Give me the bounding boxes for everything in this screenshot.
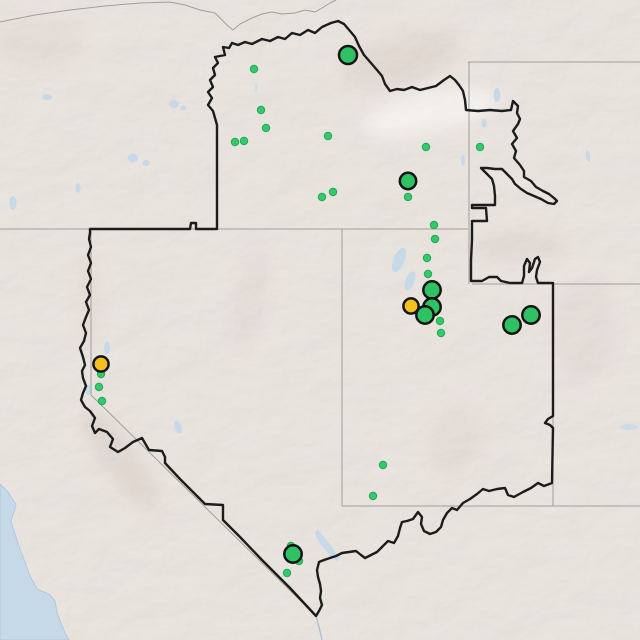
lake — [585, 150, 591, 162]
state-border-or-wa — [0, 0, 337, 31]
marker-small[interactable] — [368, 491, 378, 501]
marker-small[interactable] — [261, 123, 271, 133]
marker-small[interactable] — [423, 269, 433, 279]
marker-small[interactable] — [97, 396, 107, 406]
marker-small[interactable] — [94, 382, 104, 392]
marker-large-yellow[interactable] — [402, 297, 420, 315]
lake — [254, 82, 258, 94]
lake — [9, 196, 17, 210]
bear-lake — [493, 88, 501, 102]
lake-mead — [315, 530, 337, 558]
lake — [142, 160, 150, 166]
marker-small[interactable] — [422, 253, 432, 263]
marker-small[interactable] — [282, 568, 292, 578]
lake — [42, 94, 52, 100]
marker-small[interactable] — [421, 142, 431, 152]
marker-large-green[interactable] — [521, 305, 541, 325]
region-boundary — [78, 19, 559, 618]
lake — [620, 424, 638, 430]
marker-small[interactable] — [475, 142, 485, 152]
marker-small[interactable] — [256, 105, 266, 115]
marker-large-green[interactable] — [283, 544, 303, 564]
marker-small[interactable] — [323, 131, 333, 141]
marker-large-green[interactable] — [502, 315, 522, 335]
marker-large-yellow[interactable] — [92, 355, 110, 373]
lake — [481, 118, 487, 128]
pacific-ocean — [0, 483, 70, 640]
marker-small[interactable] — [328, 187, 338, 197]
lake — [75, 183, 81, 193]
state-border-ca-nv — [90, 229, 317, 617]
markers-layer — [92, 44, 541, 578]
colorado-river — [315, 615, 323, 640]
marker-small[interactable] — [239, 136, 249, 146]
marker-small[interactable] — [403, 192, 413, 202]
marker-small[interactable] — [317, 192, 327, 202]
marker-small[interactable] — [435, 316, 445, 326]
lake — [169, 100, 179, 108]
marker-small[interactable] — [230, 137, 240, 147]
lakes — [9, 82, 638, 561]
pyramid-lake — [104, 341, 110, 355]
terrain-tints — [0, 19, 617, 512]
lake — [112, 457, 116, 461]
marker-large-green[interactable] — [337, 44, 359, 66]
lake — [180, 105, 186, 111]
marker-small[interactable] — [430, 234, 440, 244]
marker-large-green[interactable] — [398, 171, 418, 191]
marker-small[interactable] — [436, 328, 446, 338]
great-salt-lake-south — [404, 271, 416, 291]
lake — [128, 153, 138, 163]
marker-small[interactable] — [378, 460, 388, 470]
great-salt-lake — [391, 247, 407, 273]
lake — [461, 154, 465, 166]
marker-small[interactable] — [429, 220, 439, 230]
walker-lake — [174, 420, 182, 434]
marker-large-green[interactable] — [422, 280, 442, 300]
marker-small[interactable] — [249, 64, 259, 74]
marker-large-green[interactable] — [415, 305, 435, 325]
